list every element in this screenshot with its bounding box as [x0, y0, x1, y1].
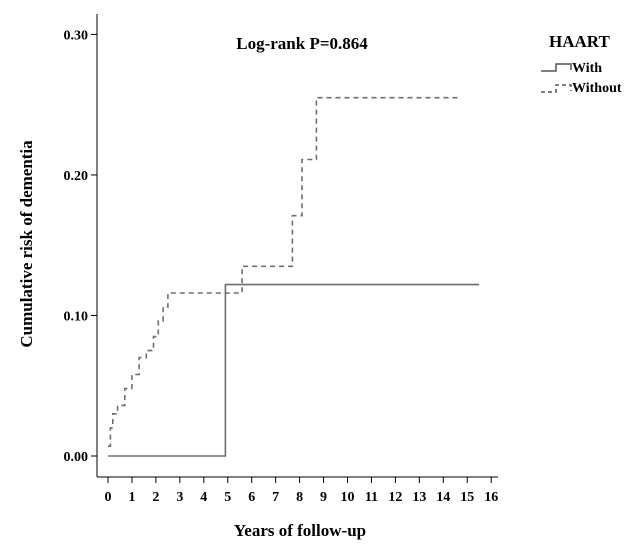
x-tick-label: 13	[412, 490, 426, 505]
x-tick-label: 3	[176, 490, 183, 505]
legend: HAART With Without	[541, 32, 622, 96]
x-tick-label: 16	[484, 490, 498, 505]
x-tick-label: 12	[388, 490, 402, 505]
y-tick-label: 0.30	[64, 28, 89, 43]
x-tick-label: 10	[341, 490, 355, 505]
legend-entry-with: With	[541, 61, 602, 76]
y-ticks: 0.00 0.10 0.20 0.30	[64, 28, 97, 465]
y-tick-label: 0.10	[64, 309, 89, 324]
series-line-with	[108, 283, 480, 457]
y-axis-title: Cumulative risk of dementia	[17, 140, 36, 348]
legend-title: HAART	[549, 32, 610, 51]
series-line-without	[108, 96, 458, 448]
x-tick-label: 11	[365, 490, 378, 505]
x-tick-label: 5	[224, 490, 231, 505]
x-tick-label: 15	[460, 490, 474, 505]
legend-label-without: Without	[572, 81, 622, 96]
series-layer	[108, 96, 480, 457]
x-tick-label: 8	[296, 490, 303, 505]
x-tick-label: 7	[272, 490, 279, 505]
legend-entry-without: Without	[541, 81, 622, 96]
y-tick-label: 0.00	[64, 450, 89, 465]
x-tick-label: 6	[248, 490, 255, 505]
x-tick-label: 0	[105, 490, 112, 505]
x-tick-label: 1	[128, 490, 135, 505]
legend-swatch-with	[541, 63, 572, 72]
x-axis-title: Years of follow-up	[234, 521, 366, 540]
x-tick-label: 2	[152, 490, 159, 505]
log-rank-annotation: Log-rank P=0.864	[236, 34, 368, 53]
legend-swatch-without	[541, 84, 572, 93]
legend-label-with: With	[572, 61, 602, 76]
y-tick-label: 0.20	[64, 169, 89, 184]
x-ticks: 0 1 2 3 4 5 6 7 8 9 10 11 12 13 14 15 16	[105, 477, 498, 505]
x-tick-label: 14	[436, 490, 450, 505]
x-tick-label: 9	[320, 490, 327, 505]
x-tick-label: 4	[200, 490, 207, 505]
axes	[96, 14, 498, 478]
